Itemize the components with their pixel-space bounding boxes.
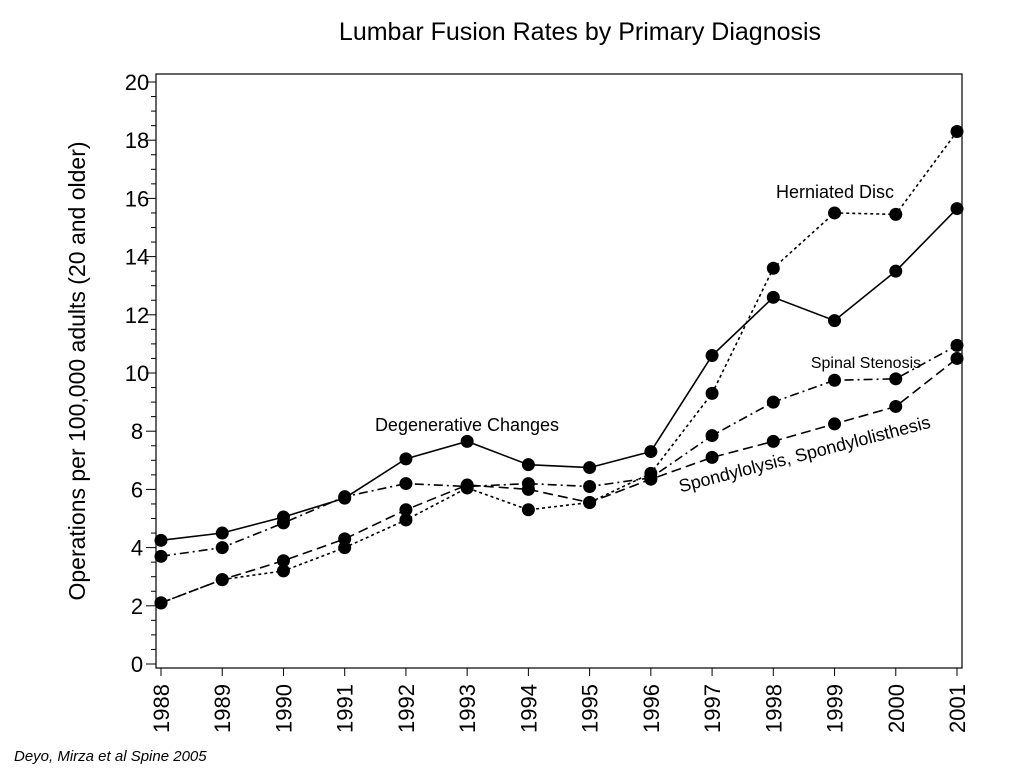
series-label-degenerative-changes: Degenerative Changes xyxy=(375,415,559,435)
data-point-degenerative-changes xyxy=(889,264,903,278)
x-tick-label: 1993 xyxy=(455,684,480,733)
data-point-spondylolysis-spondylolisthesis xyxy=(583,495,597,509)
data-point-spinal-stenosis xyxy=(338,490,352,504)
y-tick-label: 6 xyxy=(131,477,143,502)
data-point-spondylolysis-spondylolisthesis xyxy=(399,503,413,517)
data-point-spondylolysis-spondylolisthesis xyxy=(950,351,964,365)
data-point-spondylolysis-spondylolisthesis xyxy=(276,554,290,568)
data-point-spinal-stenosis xyxy=(705,429,719,443)
y-axis-label: Operations per 100,000 adults (20 and ol… xyxy=(64,141,90,600)
x-tick-label: 1994 xyxy=(516,684,541,733)
data-point-spondylolysis-spondylolisthesis xyxy=(828,417,842,431)
data-point-degenerative-changes xyxy=(583,461,597,475)
x-tick-label: 2000 xyxy=(884,684,909,733)
series-label-herniated-disc: Herniated Disc xyxy=(776,182,894,202)
data-point-degenerative-changes xyxy=(154,533,168,547)
data-point-degenerative-changes xyxy=(828,314,842,328)
data-point-spinal-stenosis xyxy=(766,395,780,409)
x-tick-label: 1989 xyxy=(210,684,235,733)
data-point-spinal-stenosis xyxy=(950,338,964,352)
data-point-herniated-disc xyxy=(521,503,535,517)
data-point-herniated-disc xyxy=(399,513,413,527)
y-tick-label: 20 xyxy=(125,70,149,95)
y-tick-label: 14 xyxy=(125,245,149,270)
data-point-spinal-stenosis xyxy=(828,373,842,387)
data-point-spinal-stenosis xyxy=(276,516,290,530)
data-point-spondylolysis-spondylolisthesis xyxy=(154,596,168,610)
plot-frame xyxy=(155,73,963,669)
y-tick-label: 12 xyxy=(125,303,149,328)
data-point-herniated-disc xyxy=(276,564,290,578)
series-group xyxy=(154,124,964,610)
data-point-spondylolysis-spondylolisthesis xyxy=(644,472,658,486)
x-tick-label: 1991 xyxy=(333,684,358,733)
y-tick-label: 10 xyxy=(125,361,149,386)
series-line-herniated-disc xyxy=(160,131,958,604)
x-tick-label: 1995 xyxy=(578,684,603,733)
data-point-spondylolysis-spondylolisthesis xyxy=(460,478,474,492)
data-point-spinal-stenosis xyxy=(215,541,229,555)
data-point-spondylolysis-spondylolisthesis xyxy=(705,450,719,464)
data-point-degenerative-changes xyxy=(399,452,413,466)
x-tick-label: 2001 xyxy=(945,684,970,733)
data-point-spinal-stenosis xyxy=(399,477,413,491)
data-point-herniated-disc xyxy=(828,206,842,220)
data-point-degenerative-changes xyxy=(766,290,780,304)
chart-title: Lumbar Fusion Rates by Primary Diagnosis xyxy=(339,18,821,46)
data-point-degenerative-changes xyxy=(521,458,535,472)
x-tick-label: 1997 xyxy=(700,684,725,733)
data-point-degenerative-changes xyxy=(644,445,658,459)
data-point-spondylolysis-spondylolisthesis xyxy=(521,482,535,496)
y-tick-label: 18 xyxy=(125,128,149,153)
x-tick-label: 1999 xyxy=(823,684,848,733)
data-point-herniated-disc xyxy=(705,386,719,400)
y-tick-label: 4 xyxy=(131,536,143,561)
series-line-degenerative-changes xyxy=(160,208,958,542)
series-label-spinal-stenosis: Spinal Stenosis xyxy=(811,355,921,372)
x-tick-label: 1992 xyxy=(394,684,419,733)
y-tick-label: 2 xyxy=(131,594,143,619)
x-tick-label: 1988 xyxy=(149,684,174,733)
x-tick-label: 1990 xyxy=(271,684,296,733)
y-tick-label: 8 xyxy=(131,419,143,444)
data-point-spondylolysis-spondylolisthesis xyxy=(338,532,352,546)
data-point-spinal-stenosis xyxy=(154,549,168,563)
data-point-degenerative-changes xyxy=(950,202,964,216)
data-point-spinal-stenosis xyxy=(583,479,597,493)
data-point-degenerative-changes xyxy=(460,434,474,448)
y-axis: 0 2 4 6 8 10 12 14 16 18 20 xyxy=(125,70,156,677)
y-tick-label: 16 xyxy=(125,186,149,211)
data-point-spondylolysis-spondylolisthesis xyxy=(215,573,229,587)
series-line-spinal-stenosis xyxy=(160,344,958,558)
data-point-degenerative-changes xyxy=(705,349,719,363)
y-tick-label: 0 xyxy=(131,652,143,677)
data-point-spondylolysis-spondylolisthesis xyxy=(766,434,780,448)
data-point-herniated-disc xyxy=(889,207,903,221)
citation: Deyo, Mirza et al Spine 2005 xyxy=(14,748,207,765)
data-point-spinal-stenosis xyxy=(889,372,903,386)
data-point-degenerative-changes xyxy=(215,526,229,540)
series-line-spondylolysis-spondylolisthesis xyxy=(160,357,958,604)
data-point-spondylolysis-spondylolisthesis xyxy=(889,399,903,413)
x-axis: 1988 1989 1990 1991 1992 1993 1994 1995 1996 1997… xyxy=(149,668,970,733)
x-tick-label: 1996 xyxy=(639,684,664,733)
data-point-herniated-disc xyxy=(766,261,780,275)
x-tick-label: 1998 xyxy=(761,684,786,733)
data-point-herniated-disc xyxy=(950,124,964,138)
